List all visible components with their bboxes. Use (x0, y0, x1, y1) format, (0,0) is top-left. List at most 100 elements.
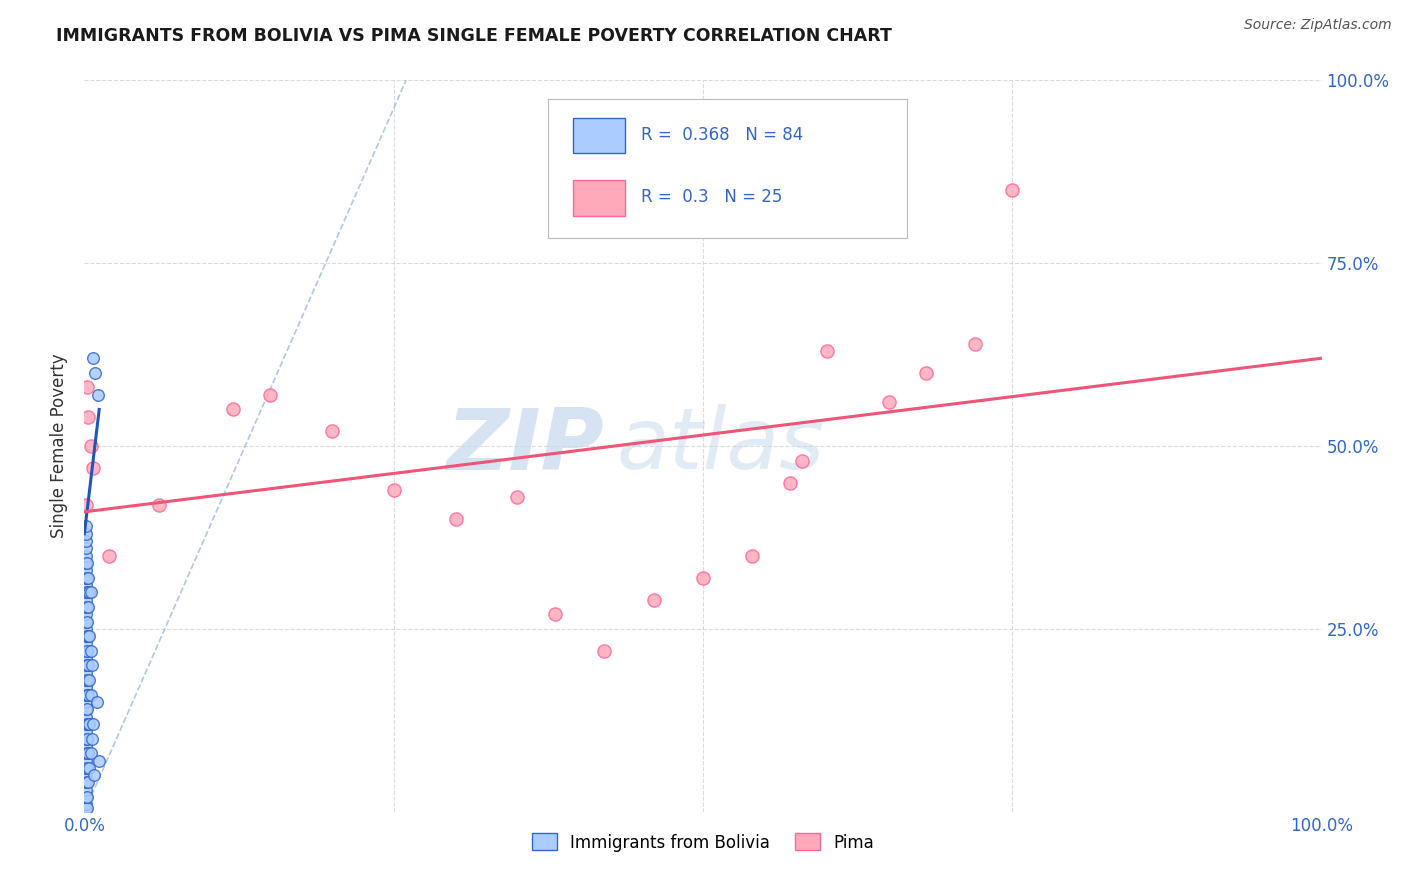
Point (643, 592, 665, 607)
Point (444, 512, 467, 526)
Point (79, 585, 101, 599)
Point (75, 724, 97, 739)
Point (80, 658, 103, 673)
Point (76, 702, 98, 716)
Point (79, 761, 101, 775)
Point (75, 615, 97, 629)
Y-axis label: Single Female Poverty: Single Female Poverty (51, 354, 69, 538)
Point (77, 571, 100, 585)
Point (77, 746, 100, 760)
Point (741, 549, 763, 563)
FancyBboxPatch shape (574, 119, 626, 153)
Point (75, 607, 97, 622)
Point (79, 673, 101, 687)
Point (75, 739, 97, 753)
Point (76, 615, 98, 629)
Point (75, 636, 97, 650)
Point (75, 790, 97, 805)
Point (75, 578, 97, 592)
Point (76, 658, 98, 673)
Point (259, 388, 281, 402)
Point (76, 673, 98, 687)
Point (965, 336, 987, 351)
Point (79, 585, 101, 599)
Point (76, 790, 98, 805)
Point (75, 695, 97, 709)
Point (148, 498, 170, 512)
Point (779, 475, 801, 490)
Text: R =  0.3   N = 25: R = 0.3 N = 25 (641, 188, 783, 206)
Point (77, 775, 100, 789)
Point (75, 629, 97, 643)
Point (75, 498, 97, 512)
Point (75, 534, 97, 549)
Point (75, 681, 97, 695)
Point (76, 599, 98, 614)
Point (76, 761, 98, 775)
Point (75, 775, 97, 789)
Point (76, 571, 98, 585)
Point (76, 644, 98, 658)
Point (75, 599, 97, 614)
Point (1001, 183, 1024, 197)
Point (222, 402, 245, 417)
Point (593, 644, 616, 658)
Point (790, 453, 813, 467)
Point (76, 731, 98, 746)
Point (75, 797, 97, 812)
Point (76, 629, 98, 643)
Point (87, 388, 110, 402)
Point (84, 366, 107, 380)
Point (75, 658, 97, 673)
Point (75, 563, 97, 577)
Point (82, 351, 104, 366)
Point (75, 585, 97, 599)
Point (82, 717, 104, 731)
Text: Source: ZipAtlas.com: Source: ZipAtlas.com (1244, 18, 1392, 32)
Legend: Immigrants from Bolivia, Pima: Immigrants from Bolivia, Pima (526, 827, 880, 858)
Text: atlas: atlas (616, 404, 824, 488)
Point (75, 702, 97, 716)
Point (877, 395, 900, 409)
Point (75, 549, 97, 563)
Point (77, 658, 100, 673)
FancyBboxPatch shape (548, 99, 907, 237)
Point (506, 490, 529, 504)
Text: ZIP: ZIP (446, 404, 605, 488)
Point (914, 366, 936, 380)
Point (76, 801, 98, 815)
Point (79, 688, 101, 702)
Point (75, 541, 97, 556)
Point (76, 688, 98, 702)
Point (75, 768, 97, 782)
Point (79, 644, 101, 658)
Point (86, 695, 108, 709)
Point (76, 717, 98, 731)
Point (75, 754, 97, 768)
Point (76, 775, 98, 789)
Point (75, 782, 97, 797)
Point (75, 746, 97, 760)
Point (75, 717, 97, 731)
Point (80, 731, 103, 746)
Text: R =  0.368   N = 84: R = 0.368 N = 84 (641, 126, 803, 145)
Point (77, 409, 100, 424)
Point (77, 629, 100, 643)
Point (815, 343, 838, 358)
Point (75, 592, 97, 607)
Point (75, 644, 97, 658)
Point (76, 585, 98, 599)
Point (75, 673, 97, 687)
Point (79, 629, 101, 643)
Point (82, 461, 104, 475)
Point (75, 731, 97, 746)
Point (83, 768, 105, 782)
Point (75, 526, 97, 541)
Point (75, 571, 97, 585)
FancyBboxPatch shape (574, 180, 626, 216)
Point (321, 425, 343, 439)
Point (77, 599, 100, 614)
Point (75, 709, 97, 723)
Point (77, 688, 100, 702)
Point (382, 483, 405, 497)
